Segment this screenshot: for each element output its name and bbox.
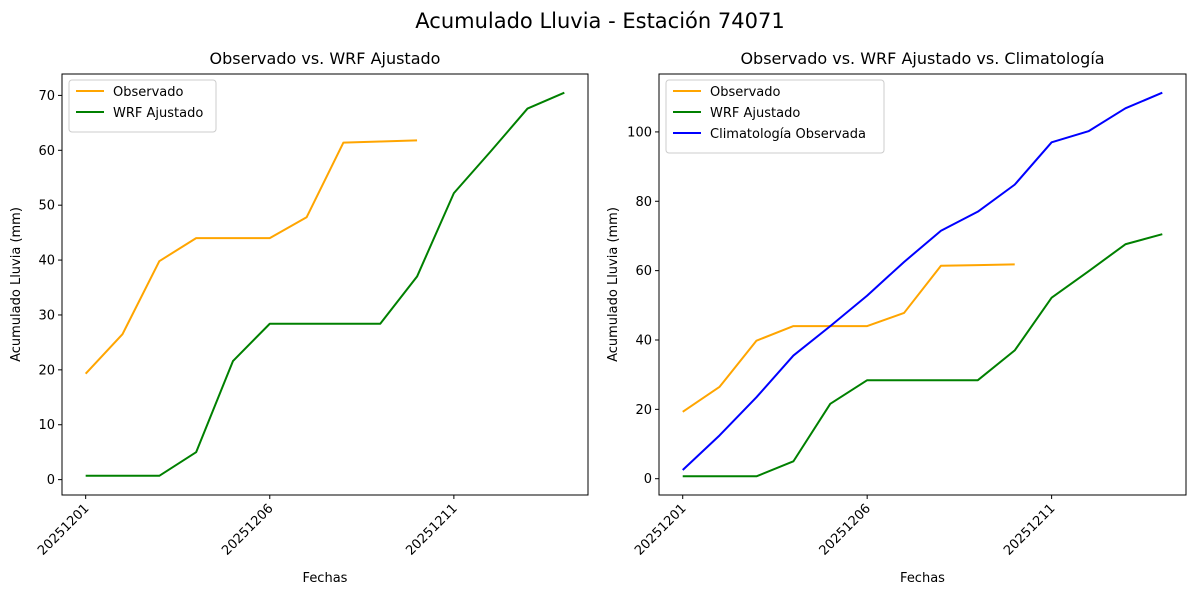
y-tick-label: 20: [635, 403, 652, 418]
x-axis-label: Fechas: [303, 571, 348, 586]
y-axis-label: Acumulado Lluvia (mm): [606, 207, 621, 362]
series-line-wrf-ajustado: [85, 91, 565, 477]
chart-panel-right: Observado vs. WRF Ajustado vs. Climatolo…: [606, 49, 1187, 586]
series-line-observado: [84, 139, 418, 375]
series-line-observado: [682, 263, 1015, 413]
x-tick-label: 20251206: [817, 501, 874, 558]
chart-title: Observado vs. WRF Ajustado: [210, 49, 441, 68]
y-tick-label: 40: [635, 333, 652, 348]
plot-frame: [658, 73, 1187, 496]
y-tick-label: 80: [635, 195, 652, 210]
plot-frame: [61, 73, 589, 496]
y-tick-label: 20: [38, 363, 55, 378]
legend-box: [68, 79, 217, 133]
legend-label: WRF Ajustado: [710, 106, 800, 121]
series-line-climatología-observada: [682, 91, 1163, 471]
y-tick-label: 10: [38, 418, 55, 433]
legend-label: Climatología Observada: [710, 127, 866, 142]
y-tick-label: 70: [38, 89, 55, 104]
x-tick-label: 20251211: [1001, 501, 1058, 558]
x-tick-label: 20251211: [403, 501, 460, 558]
x-tick-label: 20251201: [632, 501, 689, 558]
figure-suptitle: Acumulado Lluvia - Estación 74071: [415, 9, 784, 33]
legend-label: Observado: [710, 85, 781, 100]
series-line-wrf-ajustado: [682, 233, 1163, 478]
legend-label: WRF Ajustado: [113, 106, 203, 121]
chart-panel-left: Observado vs. WRF Ajustado 0 10 20 30 40 50 60 7…: [9, 49, 589, 586]
y-tick-label: 100: [627, 125, 652, 140]
y-tick-label: 60: [635, 264, 652, 279]
y-tick-label: 60: [38, 144, 55, 159]
x-axis-label: Fechas: [900, 571, 945, 586]
y-tick-label: 50: [38, 199, 55, 214]
y-tick-label: 0: [47, 473, 55, 488]
y-tick-label: 40: [38, 254, 55, 269]
x-tick-label: 20251201: [35, 501, 92, 558]
legend-label: Observado: [113, 85, 184, 100]
legend-box: [665, 79, 885, 154]
y-tick-label: 30: [38, 308, 55, 323]
x-tick-label: 20251206: [219, 501, 276, 558]
y-tick-label: 0: [644, 472, 652, 487]
chart-title: Observado vs. WRF Ajustado vs. Climatolo…: [740, 49, 1104, 68]
y-axis-label: Acumulado Lluvia (mm): [9, 207, 24, 362]
